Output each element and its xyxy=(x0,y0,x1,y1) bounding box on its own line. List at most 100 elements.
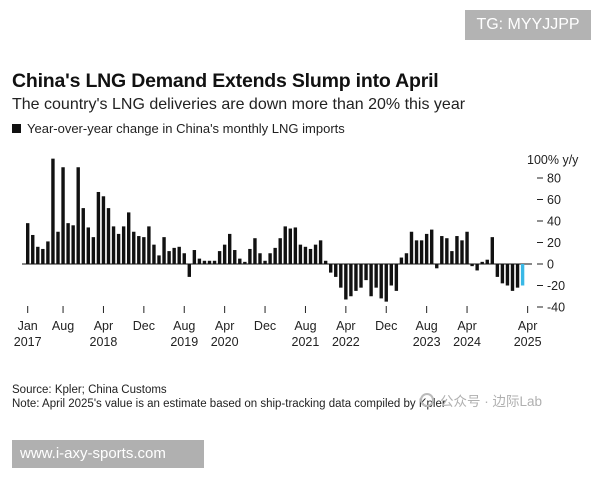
bar xyxy=(268,253,272,264)
y-tick-label: 0 xyxy=(547,258,554,272)
bar xyxy=(31,234,35,264)
bar xyxy=(470,264,474,267)
bar xyxy=(440,236,444,264)
bar xyxy=(228,233,232,264)
chart-title: China's LNG Demand Extends Slump into Ap… xyxy=(12,70,439,92)
bar xyxy=(414,240,419,264)
bar xyxy=(41,248,45,264)
url-watermark: www.i-axy-sports.com xyxy=(12,440,204,468)
x-tick-label-month: Aug xyxy=(52,319,74,333)
bar xyxy=(520,264,525,286)
bar xyxy=(207,260,212,264)
x-tick-label-month: Aug xyxy=(173,319,195,333)
bar xyxy=(127,212,131,264)
x-tick-label-month: Aug xyxy=(416,319,438,333)
x-tick-label-year: 2017 xyxy=(14,335,42,349)
wechat-icon xyxy=(420,393,434,407)
y-axis-label: 100% y/y xyxy=(527,153,579,167)
bar xyxy=(339,264,343,288)
bar xyxy=(56,231,60,264)
watermark-tag: TG: MYYJJPP xyxy=(465,10,591,40)
bar xyxy=(172,247,176,265)
bar xyxy=(253,238,257,264)
bar xyxy=(177,246,181,264)
bar xyxy=(278,238,282,264)
bar xyxy=(505,264,510,286)
bar xyxy=(202,260,207,264)
bar xyxy=(480,261,484,264)
bar xyxy=(359,264,363,288)
bar xyxy=(283,226,287,265)
y-tick-label: 80 xyxy=(547,172,561,186)
bar xyxy=(182,253,186,264)
bar xyxy=(238,258,242,265)
bar xyxy=(419,240,424,264)
x-tick-label-month: Apr xyxy=(457,319,476,333)
bar xyxy=(132,231,136,264)
x-tick-label-month: Dec xyxy=(375,319,397,333)
y-tick-label: 40 xyxy=(547,215,561,229)
bar xyxy=(465,231,469,264)
bar xyxy=(450,251,454,264)
bar xyxy=(167,251,171,264)
bar xyxy=(334,264,338,277)
bar xyxy=(162,237,166,265)
bar xyxy=(435,264,439,269)
bar xyxy=(490,237,494,265)
bar xyxy=(137,236,141,264)
bar xyxy=(354,264,358,291)
bar xyxy=(187,264,191,277)
bar xyxy=(263,260,267,264)
bar xyxy=(147,226,151,265)
bar xyxy=(116,233,121,264)
bar xyxy=(81,208,85,264)
bar xyxy=(197,258,202,265)
bar xyxy=(248,248,252,264)
bar xyxy=(515,264,520,288)
y-tick-label: -20 xyxy=(547,279,565,293)
bar xyxy=(430,229,434,264)
x-tick-label-month: Apr xyxy=(94,319,113,333)
bar xyxy=(364,264,368,281)
bar xyxy=(389,264,393,286)
bar xyxy=(101,196,106,264)
bar xyxy=(329,264,333,273)
bar xyxy=(349,264,353,297)
x-tick-label-year: 2023 xyxy=(413,335,441,349)
bar xyxy=(308,248,313,264)
y-tick-label: 60 xyxy=(547,193,561,207)
bar xyxy=(424,233,429,264)
note-footnote: Note: April 2025's value is an estimate … xyxy=(12,398,446,410)
bar xyxy=(374,264,378,288)
bar xyxy=(66,223,70,264)
bar xyxy=(460,240,464,264)
x-tick-label-month: Jan xyxy=(18,319,38,333)
x-tick-label-month: Dec xyxy=(133,319,155,333)
y-tick-label: -40 xyxy=(547,301,565,315)
bar xyxy=(394,264,399,291)
y-tick-label: 20 xyxy=(547,236,561,250)
watermark-logo-text: 公众号 · 边际Lab xyxy=(440,394,543,409)
bar xyxy=(273,247,277,265)
bar xyxy=(344,264,348,300)
bar xyxy=(384,264,388,302)
bar xyxy=(152,244,156,264)
bar xyxy=(313,244,318,264)
bar xyxy=(409,231,414,264)
bar xyxy=(217,251,222,264)
bar xyxy=(51,158,55,264)
x-tick-label-year: 2019 xyxy=(170,335,198,349)
bar xyxy=(323,260,328,264)
bar xyxy=(106,208,111,264)
bar xyxy=(485,259,489,264)
bar xyxy=(222,244,227,264)
bar xyxy=(495,264,500,277)
bar xyxy=(258,253,262,264)
bar xyxy=(61,167,65,264)
bar xyxy=(121,226,126,265)
x-tick-label-month: Apr xyxy=(215,319,234,333)
bar xyxy=(71,225,75,264)
legend-swatch xyxy=(12,124,21,133)
bar xyxy=(86,227,90,264)
